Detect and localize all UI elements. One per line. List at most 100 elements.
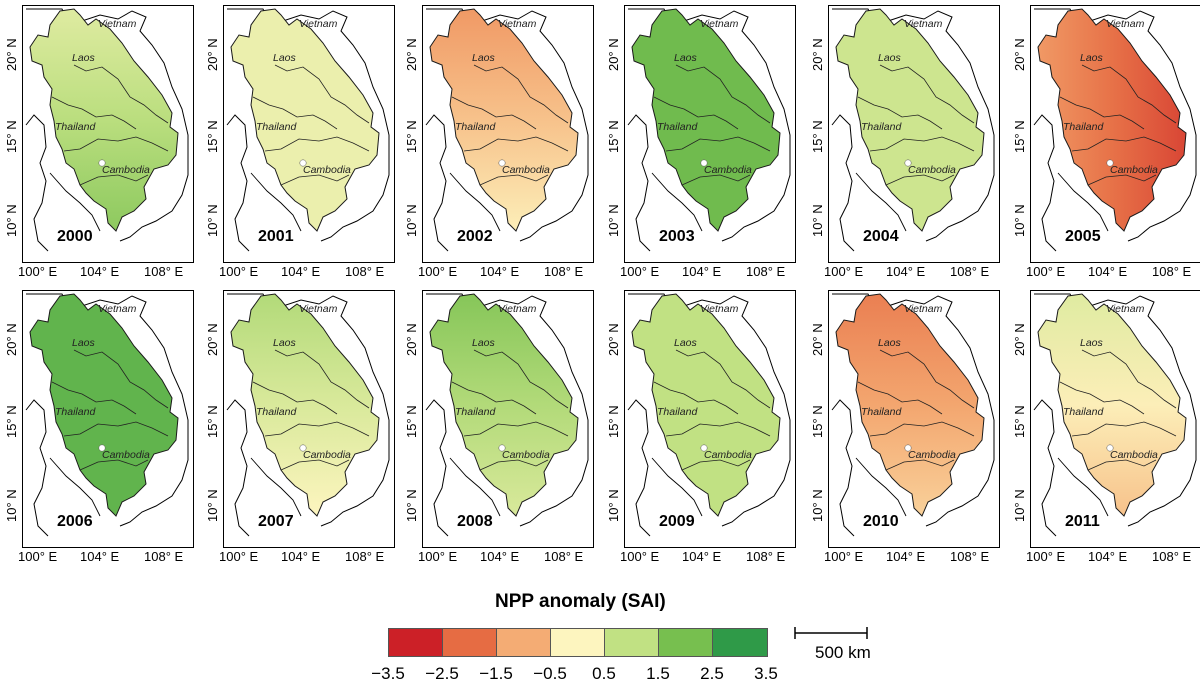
x-tick-label: 108° E (345, 549, 384, 564)
map-panel-2008: Vietnam Laos Thailand Cambodia 2008 (422, 290, 594, 548)
panel-year-label: 2010 (863, 513, 899, 531)
map-panel-2006: Vietnam Laos Thailand Cambodia 2006 (22, 290, 194, 548)
label-cambodia: Cambodia (908, 449, 956, 461)
x-tick-label: 108° E (144, 264, 183, 279)
x-tick-label: 100° E (1026, 264, 1065, 279)
x-tick-label: 100° E (418, 549, 457, 564)
panel-year-label: 2008 (457, 513, 493, 531)
scale-bar-label: 500 km (815, 643, 871, 663)
y-tick-label: 10° N (205, 489, 220, 522)
y-tick-label: 10° N (1012, 204, 1027, 237)
panel-year-label: 2011 (1065, 513, 1100, 531)
map-panel-2004: Vietnam Laos Thailand Cambodia 2004 (828, 5, 1000, 263)
label-cambodia: Cambodia (303, 164, 351, 176)
x-tick-label: 104° E (1088, 264, 1127, 279)
y-tick-label: 10° N (205, 204, 220, 237)
legend-tick-label: −0.5 (533, 664, 567, 684)
panel-year-label: 2001 (258, 228, 294, 246)
y-tick-label: 10° N (4, 489, 19, 522)
y-tick-label: 10° N (4, 204, 19, 237)
legend-swatch (713, 629, 767, 656)
label-vietnam: Vietnam (904, 303, 943, 315)
label-thailand: Thailand (455, 121, 496, 133)
label-laos: Laos (878, 337, 902, 349)
y-tick-label: 20° N (4, 38, 19, 71)
x-tick-label: 104° E (281, 264, 320, 279)
legend-tick-label: 1.5 (646, 664, 670, 684)
label-thailand: Thailand (657, 121, 698, 133)
y-tick-label: 10° N (606, 204, 621, 237)
x-tick-label: 108° E (1152, 549, 1191, 564)
label-laos: Laos (674, 337, 698, 349)
x-tick-label: 108° E (746, 549, 785, 564)
map-panel-2000: Vietnam Laos Thailand Cambodia 2000 (22, 5, 194, 263)
legend-swatch (497, 629, 551, 656)
legend-swatch (389, 629, 443, 656)
x-tick-label: 100° E (824, 549, 863, 564)
label-thailand: Thailand (455, 406, 496, 418)
y-tick-label: 15° N (404, 405, 419, 438)
legend-title: NPP anomaly (SAI) (495, 591, 666, 613)
map-panel-2005: Vietnam Laos Thailand Cambodia 2005 (1030, 5, 1200, 263)
legend-colorbar (388, 628, 768, 657)
legend-tick-label: 3.5 (754, 664, 778, 684)
x-tick-label: 100° E (418, 264, 457, 279)
x-tick-label: 100° E (824, 264, 863, 279)
label-vietnam: Vietnam (498, 303, 537, 315)
y-tick-label: 15° N (1012, 120, 1027, 153)
label-cambodia: Cambodia (303, 449, 351, 461)
label-laos: Laos (1080, 52, 1104, 64)
y-tick-label: 15° N (4, 405, 19, 438)
label-thailand: Thailand (256, 406, 297, 418)
label-thailand: Thailand (861, 406, 902, 418)
x-tick-label: 100° E (1026, 549, 1065, 564)
legend-tick-label: 0.5 (592, 664, 616, 684)
y-tick-label: 15° N (810, 120, 825, 153)
label-thailand: Thailand (657, 406, 698, 418)
label-cambodia: Cambodia (908, 164, 956, 176)
label-cambodia: Cambodia (102, 449, 150, 461)
y-tick-label: 20° N (1012, 38, 1027, 71)
map-panel-2009: Vietnam Laos Thailand Cambodia 2009 (624, 290, 796, 548)
x-tick-label: 104° E (886, 549, 925, 564)
x-tick-label: 108° E (950, 549, 989, 564)
panel-year-label: 2002 (457, 228, 493, 246)
label-cambodia: Cambodia (102, 164, 150, 176)
y-tick-label: 20° N (205, 323, 220, 356)
label-laos: Laos (72, 337, 96, 349)
y-tick-label: 15° N (810, 405, 825, 438)
label-cambodia: Cambodia (704, 449, 752, 461)
x-tick-label: 108° E (544, 264, 583, 279)
y-tick-label: 10° N (404, 204, 419, 237)
label-cambodia: Cambodia (1110, 164, 1158, 176)
y-tick-label: 10° N (1012, 489, 1027, 522)
x-tick-label: 100° E (620, 549, 659, 564)
x-tick-label: 104° E (480, 264, 519, 279)
y-tick-label: 15° N (606, 120, 621, 153)
y-tick-label: 20° N (404, 323, 419, 356)
y-tick-label: 20° N (606, 323, 621, 356)
x-tick-label: 108° E (1152, 264, 1191, 279)
y-tick-label: 20° N (810, 38, 825, 71)
panel-year-label: 2005 (1065, 228, 1101, 246)
label-vietnam: Vietnam (700, 303, 739, 315)
label-cambodia: Cambodia (502, 164, 550, 176)
x-tick-label: 108° E (746, 264, 785, 279)
label-laos: Laos (273, 52, 297, 64)
y-tick-label: 15° N (205, 120, 220, 153)
label-laos: Laos (674, 52, 698, 64)
y-tick-label: 15° N (4, 120, 19, 153)
panel-year-label: 2003 (659, 228, 695, 246)
label-laos: Laos (273, 337, 297, 349)
y-tick-label: 10° N (606, 489, 621, 522)
map-panel-2001: Vietnam Laos Thailand Cambodia 2001 (223, 5, 395, 263)
label-laos: Laos (472, 52, 496, 64)
label-thailand: Thailand (55, 406, 96, 418)
label-vietnam: Vietnam (98, 303, 137, 315)
label-laos: Laos (878, 52, 902, 64)
label-vietnam: Vietnam (1106, 303, 1145, 315)
legend-swatch (605, 629, 659, 656)
y-tick-label: 20° N (810, 323, 825, 356)
x-tick-label: 104° E (1088, 549, 1127, 564)
x-tick-label: 100° E (18, 264, 57, 279)
